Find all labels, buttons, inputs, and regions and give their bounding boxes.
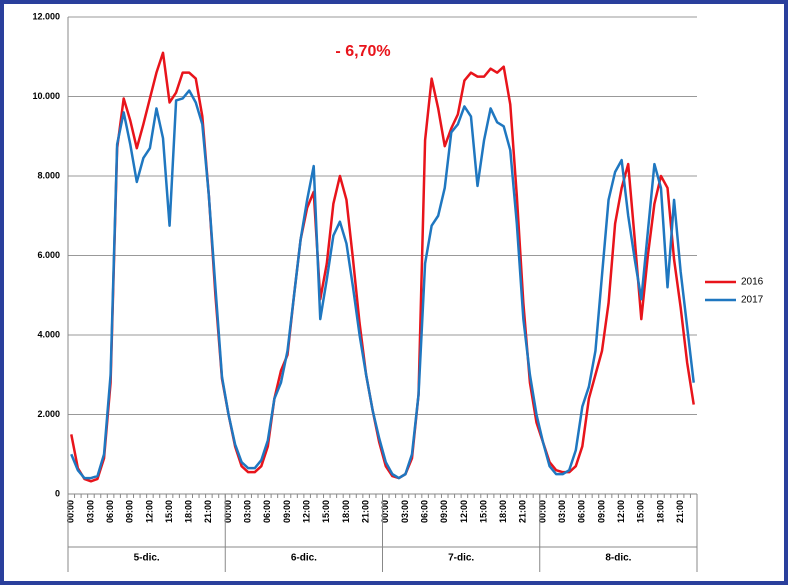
group-label: 5-dic. — [134, 553, 160, 564]
x-tick-label: 06:00 — [577, 500, 587, 523]
x-tick-label: 21:00 — [360, 500, 370, 523]
legend-label: 2017 — [741, 295, 764, 306]
annotation: - 6,70% — [335, 43, 390, 60]
x-tick-label: 09:00 — [125, 500, 135, 523]
x-tick-label: 18:00 — [655, 500, 665, 523]
x-tick-label: 03:00 — [400, 500, 410, 523]
x-tick-label: 03:00 — [243, 500, 253, 523]
legend-label: 2016 — [741, 277, 764, 288]
y-tick-label: 8.000 — [37, 170, 60, 180]
x-tick-label: 06:00 — [262, 500, 272, 523]
x-tick-label: 03:00 — [85, 500, 95, 523]
group-label: 8-dic. — [605, 553, 631, 564]
x-tick-label: 00:00 — [537, 500, 547, 523]
x-tick-label: 00:00 — [223, 500, 233, 523]
x-tick-label: 18:00 — [184, 500, 194, 523]
x-tick-label: 06:00 — [419, 500, 429, 523]
x-tick-label: 06:00 — [105, 500, 115, 523]
x-tick-label: 21:00 — [518, 500, 528, 523]
series-line — [70, 89, 695, 480]
y-tick-label: 12.000 — [32, 11, 60, 21]
x-tick-label: 09:00 — [439, 500, 449, 523]
x-tick-label: 12:00 — [459, 500, 469, 523]
x-tick-label: 18:00 — [498, 500, 508, 523]
group-label: 6-dic. — [291, 553, 317, 564]
y-tick-label: 6.000 — [37, 250, 60, 260]
x-tick-label: 00:00 — [380, 500, 390, 523]
x-tick-label: 18:00 — [341, 500, 351, 523]
y-tick-label: 0 — [55, 488, 60, 498]
group-label: 7-dic. — [448, 553, 474, 564]
x-tick-label: 09:00 — [282, 500, 292, 523]
y-tick-label: 4.000 — [37, 329, 60, 339]
x-tick-label: 00:00 — [66, 500, 76, 523]
x-tick-label: 12:00 — [616, 500, 626, 523]
x-tick-label: 15:00 — [164, 500, 174, 523]
x-tick-label: 12:00 — [302, 500, 312, 523]
x-tick-label: 21:00 — [203, 500, 213, 523]
x-tick-label: 03:00 — [557, 500, 567, 523]
x-tick-label: 15:00 — [478, 500, 488, 523]
x-tick-label: 12:00 — [144, 500, 154, 523]
x-tick-label: 15:00 — [321, 500, 331, 523]
y-tick-label: 10.000 — [32, 91, 60, 101]
x-tick-label: 21:00 — [675, 500, 685, 523]
x-tick-label: 15:00 — [636, 500, 646, 523]
x-tick-label: 09:00 — [596, 500, 606, 523]
y-tick-label: 2.000 — [37, 409, 60, 419]
